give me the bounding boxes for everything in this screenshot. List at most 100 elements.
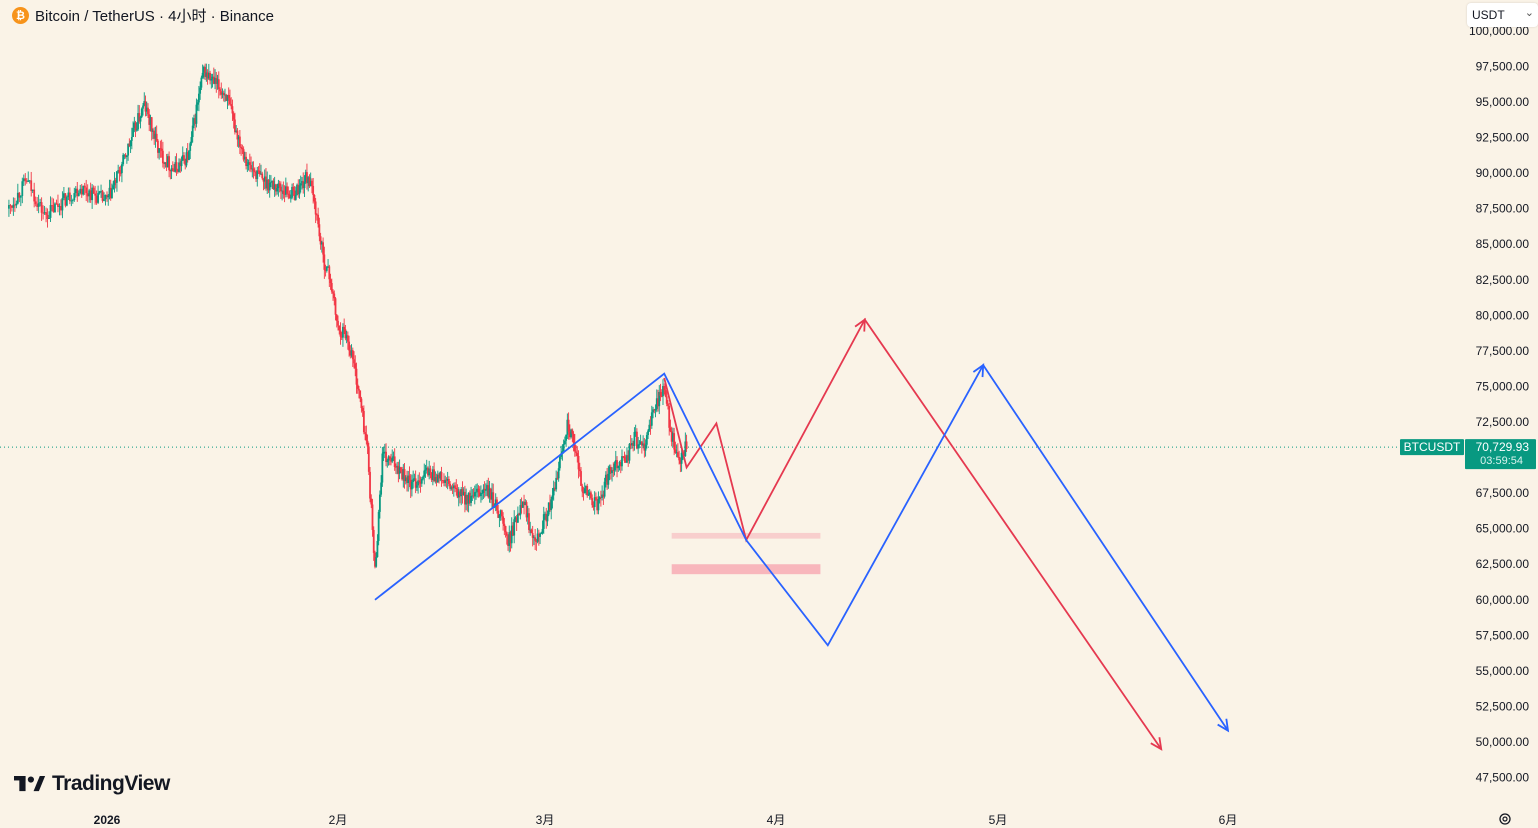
candle-body [362,410,365,433]
candle-body [324,269,327,271]
price-tick-label: 87,500.00 [1476,202,1530,216]
candle-body [39,202,42,204]
candle-body [492,492,495,508]
candle-body [665,396,668,404]
candle-body [541,528,544,534]
candle-body [278,183,281,187]
candle-body [83,185,86,188]
candle-body [125,155,128,158]
candle-body [184,158,187,166]
support-zone [671,564,821,575]
tradingview-logo[interactable]: TradingView [14,772,170,796]
candle-body [425,467,428,470]
candle-body [399,467,402,472]
time-tick-label: 2026 [94,813,121,827]
candle-body [195,104,198,124]
time-tick-label: 2月 [329,813,348,827]
price-axis[interactable]: 47,500.00 50,000.00 52,500.00 55,000.00 57,5… [1469,24,1529,785]
candle-body [188,150,190,160]
candle-body [540,533,543,535]
candle-body [385,451,387,463]
candle-body [404,477,407,482]
currency-selector[interactable]: USDT ⌄ [1467,3,1538,27]
symbol-header[interactable]: ₿ Bitcoin / TetherUS · 4小时 · Binance [12,5,274,25]
candle-body [248,162,251,166]
candle-body [447,479,450,484]
candle-body [670,431,673,442]
candle-body [608,466,611,474]
price-tick-label: 50,000.00 [1476,735,1530,749]
candle-body [176,169,179,172]
candle-body [529,529,532,531]
candle-body [309,180,312,187]
candle-body [52,205,55,213]
candle-body [642,443,645,446]
candle-body [31,189,34,191]
candle-body [302,181,305,189]
candle-body [381,453,384,483]
candle-body [634,431,637,433]
candle-body [277,183,280,189]
candle-body [477,488,480,493]
candle-body [70,200,73,202]
candle-body [676,452,679,457]
candle-body [291,186,293,198]
candle-body [234,119,236,133]
candle-body [230,104,233,107]
candle-body [618,462,621,466]
candle-body [68,192,71,202]
candle-body [288,194,291,199]
candle-body [572,433,575,444]
candle-body [221,92,224,95]
gear-icon[interactable] [1496,810,1514,828]
candle-body [155,133,158,141]
candle-body [475,491,477,493]
candle-body [623,456,626,461]
candle-body [582,491,585,494]
price-tick-label: 85,000.00 [1476,237,1530,251]
candle-body [258,171,261,175]
candle-body [253,171,256,173]
gear-glyph [1499,813,1511,825]
candle-body [449,483,452,489]
bitcoin-icon: ₿ [12,6,29,24]
candle-body [227,94,230,99]
candle-body [607,473,610,485]
candle-body [643,443,646,451]
candle-body [170,168,173,172]
time-axis[interactable]: 2026 2月 3月 4月 5月 6月 [94,813,1238,827]
candle-body [49,205,52,218]
candle-body [140,108,143,118]
candle-body [185,152,188,166]
candle-body [366,440,369,447]
candle-body [354,363,357,369]
tradingview-logo-icon [14,776,46,792]
candle-body [524,502,527,506]
candle-body [500,510,503,517]
candle-body [88,190,91,197]
price-tick-label: 82,500.00 [1476,273,1530,287]
candle-body [626,455,628,463]
candle-body [42,212,44,214]
zones-layer [671,532,821,575]
blue-projection-path-arrowhead [972,363,985,378]
candle-body [557,468,560,479]
candle-body [247,162,250,165]
candle-body [266,179,269,189]
candle-body [673,433,676,450]
candle-body [444,479,447,483]
candle-body [359,390,362,399]
candle-body [350,350,353,356]
candle-body [207,72,210,79]
candle-body [487,485,490,498]
candle-body [518,513,521,516]
candle-body [128,143,131,147]
candle-body [573,443,576,452]
candle-body [480,493,482,497]
price-tick-label: 100,000.00 [1469,24,1529,38]
candle-body [662,386,664,397]
candle-body [153,130,156,139]
candle-body [106,194,108,198]
candle-body [645,435,648,445]
